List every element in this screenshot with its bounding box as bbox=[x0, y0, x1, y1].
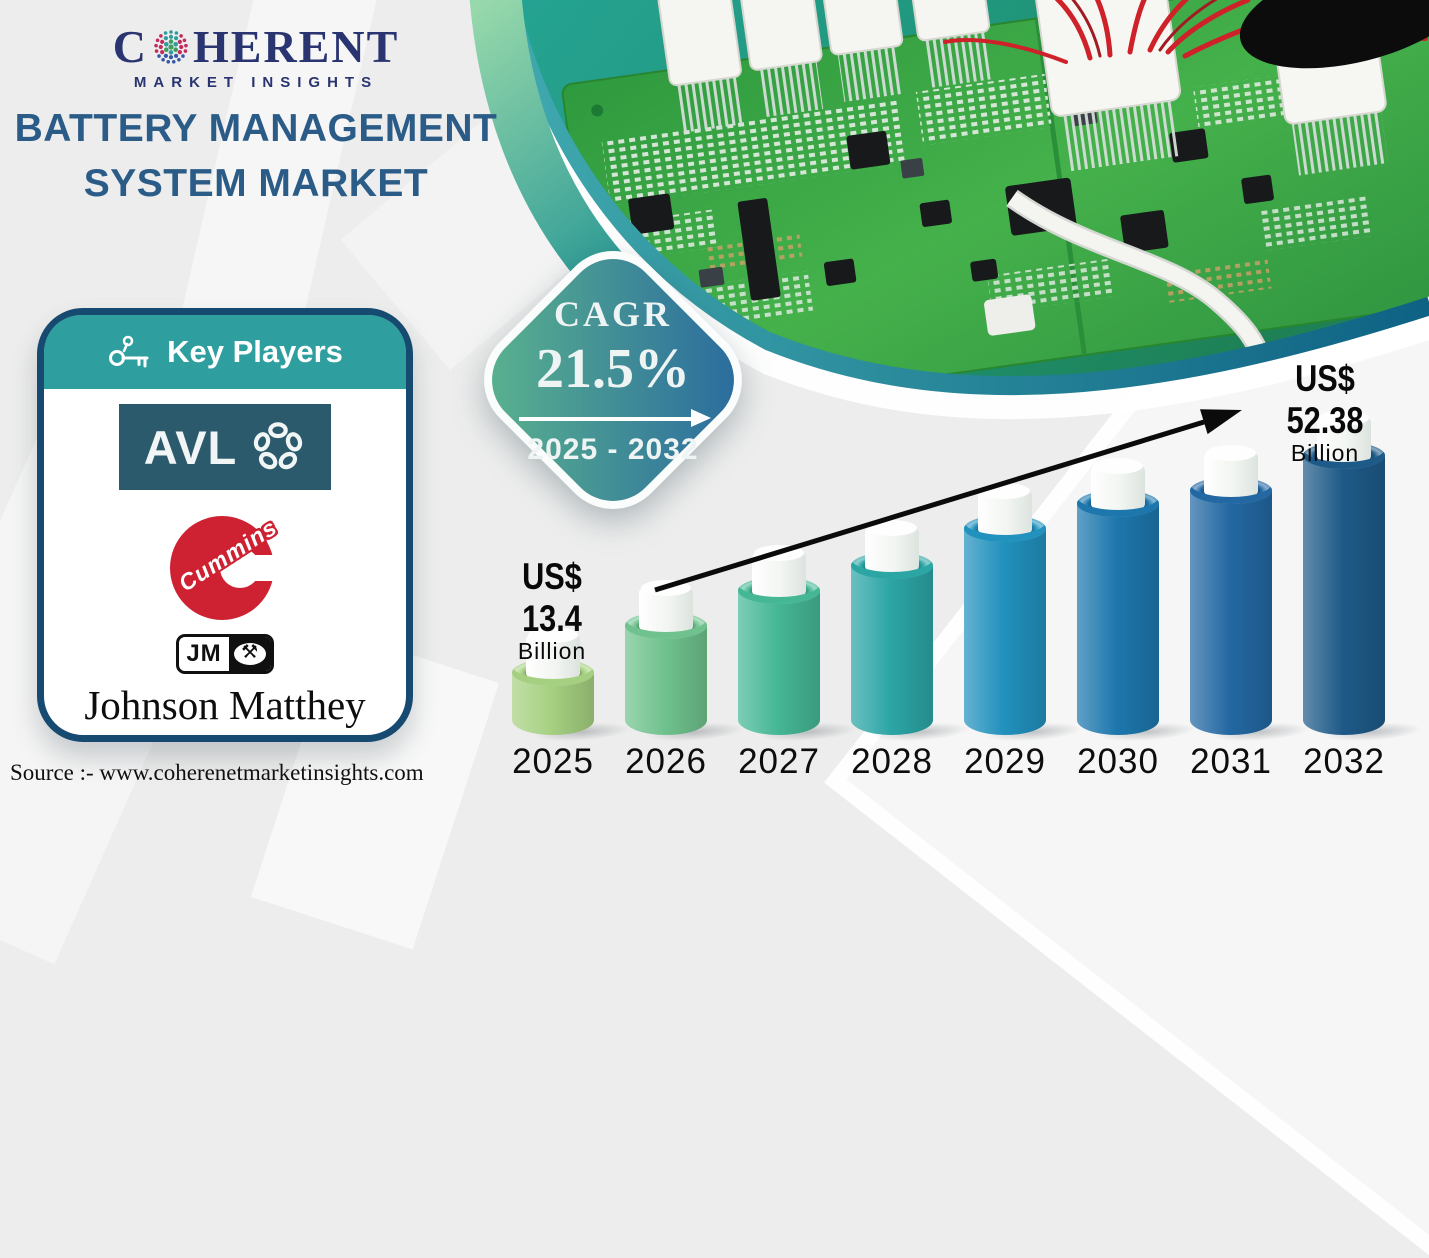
x-axis-label-2029: 2029 bbox=[964, 742, 1046, 781]
x-axis-label-2028: 2028 bbox=[851, 742, 933, 781]
avl-pinwheel-icon bbox=[254, 422, 303, 470]
bar-2032 bbox=[1303, 410, 1429, 748]
johnson-matthey-logo: JM Johnson Matthey bbox=[84, 634, 366, 729]
page-title: BATTERY MANAGEMENT SYSTEM MARKET bbox=[0, 102, 512, 211]
bar-2031 bbox=[1190, 445, 1323, 748]
key-players-panel: Key Players AVL Cummins JM bbox=[37, 308, 413, 742]
brand-logo-rest: HERENT bbox=[192, 21, 400, 72]
end-value-label: US$ 52.38 Billion bbox=[1286, 358, 1364, 466]
page-title-line1: BATTERY MANAGEMENT bbox=[14, 107, 498, 150]
bar-2030 bbox=[1077, 458, 1210, 748]
cable-sleeve bbox=[1239, 0, 1429, 69]
ribbon-cable bbox=[1006, 189, 1272, 364]
x-axis-label-2031: 2031 bbox=[1190, 742, 1272, 781]
brand-tagline: MARKET INSIGHTS bbox=[133, 74, 379, 91]
brand-logo: C HERENT MARKET INSIGHTS bbox=[0, 20, 512, 91]
logo-globe-icon bbox=[154, 29, 188, 64]
ic-chips bbox=[628, 128, 1274, 301]
key-players-header: Key Players bbox=[44, 315, 406, 389]
x-axis-label-2026: 2026 bbox=[625, 742, 707, 781]
cummins-logo: Cummins bbox=[145, 502, 305, 624]
x-axis-label-2030: 2030 bbox=[1077, 742, 1159, 781]
avl-logo: AVL bbox=[119, 404, 331, 490]
key-players-title: Key Players bbox=[167, 334, 343, 369]
jm-wordmark: Johnson Matthey bbox=[84, 682, 366, 728]
cummins-c-mark bbox=[170, 516, 274, 620]
market-chart: US$ 13.4 Billion US$ 52.38 Billion 2025 2… bbox=[512, 358, 1429, 781]
bar-2028 bbox=[851, 520, 984, 748]
source-note: Source :- www.coherenetmarketinsights.co… bbox=[10, 760, 424, 785]
bar-2026 bbox=[625, 580, 758, 748]
brand-logo-c: C bbox=[112, 21, 148, 72]
jm-abbr: JM bbox=[186, 640, 222, 667]
bar-2029 bbox=[964, 483, 1097, 748]
x-axis-label-2032: 2032 bbox=[1303, 742, 1385, 781]
start-value-label: US$ 13.4 Billion bbox=[517, 556, 587, 664]
crossed-hammers-icon bbox=[228, 637, 271, 671]
key-icon bbox=[109, 335, 149, 368]
x-axis-label-2025: 2025 bbox=[512, 742, 594, 781]
page-title-line2: SYSTEM MARKET bbox=[83, 161, 429, 205]
bar-2027 bbox=[738, 545, 871, 748]
x-axis-label-2027: 2027 bbox=[738, 742, 820, 781]
avl-wordmark: AVL bbox=[143, 420, 238, 474]
jm-badge: JM bbox=[176, 634, 274, 674]
bar-2025 bbox=[512, 627, 645, 748]
pcb-photo bbox=[469, 0, 1429, 420]
